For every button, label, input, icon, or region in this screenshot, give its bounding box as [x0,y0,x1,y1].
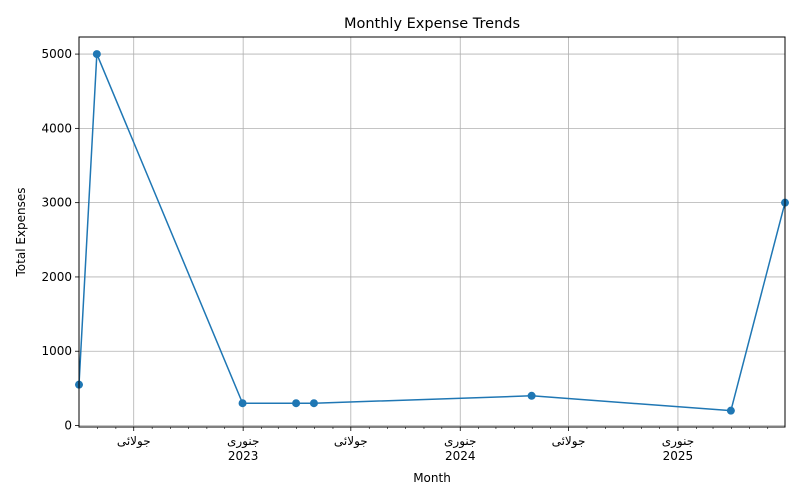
y-tick-label: 3000 [41,196,72,210]
plot-frame [78,36,786,428]
x-tick-year-label: 2025 [663,449,694,463]
x-tick-label: جولائی [334,434,368,449]
x-tick-year-label: 2024 [445,449,476,463]
x-tick-label: جنوری [444,434,476,449]
data-point [292,399,301,408]
grid-lines [79,37,785,427]
y-tick-label: 2000 [41,270,72,284]
y-tick-label: 5000 [41,47,72,61]
y-tick-label: 0 [64,419,72,433]
x-axis-title: Month [413,471,451,485]
y-tick-label: 4000 [41,121,72,135]
data-point [92,50,101,59]
series-line [78,53,786,412]
x-tick-label: جنوری [662,434,694,449]
x-tick-year-label: 2023 [228,449,259,463]
y-axis-title: Total Expenses [14,187,28,277]
data-point [238,399,247,408]
data-point [309,399,318,408]
data-point [726,406,735,415]
data-point [527,391,536,400]
y-tick-label: 1000 [41,344,72,358]
x-tick-label: جنوری [227,434,259,449]
x-tick-label: جولائی [552,434,586,449]
series-layer [75,50,789,415]
x-tick-label: جولائی [117,434,151,449]
chart-title: Monthly Expense Trends [344,16,520,32]
